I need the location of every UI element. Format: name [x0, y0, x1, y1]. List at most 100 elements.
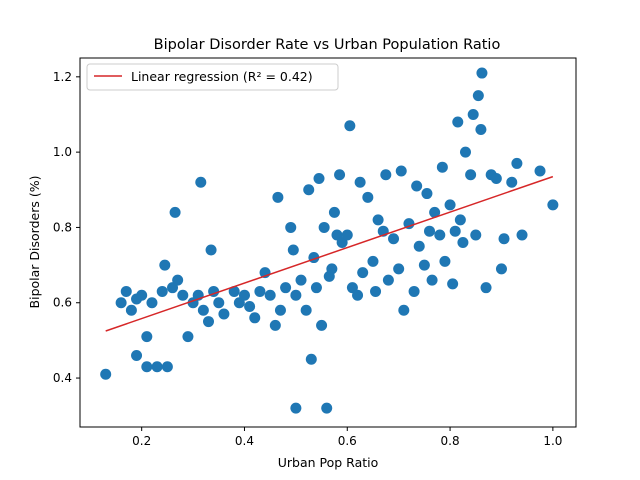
x-tick-label: 0.6 — [338, 434, 357, 448]
scatter-point — [172, 274, 184, 286]
scatter-point — [452, 116, 464, 128]
scatter-point — [310, 282, 322, 294]
regression-line — [105, 175, 554, 332]
scatter-point — [547, 199, 559, 211]
scatter-point — [290, 402, 302, 414]
scatter-point — [357, 267, 369, 279]
scatter-point — [470, 229, 482, 241]
scatter-point — [459, 146, 471, 158]
scatter-point — [120, 285, 132, 297]
scatter-point — [495, 263, 507, 275]
scatter-point — [218, 308, 230, 320]
scatter-point — [444, 199, 456, 211]
scatter-point — [447, 278, 459, 290]
scatter-point — [475, 124, 487, 136]
scatter-point — [334, 169, 346, 181]
scatter-point — [305, 353, 317, 365]
plot-frame — [79, 57, 577, 428]
scatter-point — [506, 176, 518, 188]
scatter-point — [100, 368, 112, 380]
scatter-point — [313, 172, 325, 184]
scatter-point — [177, 289, 189, 301]
scatter-point — [182, 331, 194, 343]
scatter-point — [269, 319, 281, 331]
scatter-point — [434, 229, 446, 241]
scatter-point — [156, 285, 168, 297]
scatter-point — [472, 90, 484, 102]
y-tick-label: 0.4 — [53, 371, 72, 385]
scatter-point — [454, 214, 466, 226]
scatter-point — [300, 304, 312, 316]
scatter-point — [274, 304, 286, 316]
scatter-point — [115, 297, 127, 309]
y-axis-label: Bipolar Disorders (%) — [27, 176, 42, 309]
scatter-point — [372, 214, 384, 226]
x-axis-label: Urban Pop Ratio — [278, 455, 379, 470]
scatter-point — [272, 191, 284, 203]
scatter-point — [316, 319, 328, 331]
scatter-points — [100, 67, 559, 414]
scatter-point — [254, 285, 266, 297]
scatter-point — [161, 361, 173, 373]
scatter-point — [141, 331, 153, 343]
scatter-point — [151, 361, 163, 373]
scatter-point — [228, 285, 240, 297]
scatter-point — [213, 297, 225, 309]
scatter-point — [490, 172, 502, 184]
scatter-point — [480, 282, 492, 294]
scatter-point — [411, 180, 423, 192]
scatter-point — [136, 289, 148, 301]
scatter-point — [467, 108, 479, 120]
scatter-point — [285, 221, 297, 233]
scatter-point — [203, 316, 214, 328]
y-axis-ticks: 0.4 0.6 0.8 1.0 1.2 — [53, 70, 80, 385]
legend: Linear regression (R² = 0.42) — [86, 63, 339, 91]
scatter-point — [287, 244, 299, 256]
scatter-point — [424, 225, 436, 237]
scatter-point — [393, 263, 405, 275]
scatter-point — [290, 289, 302, 301]
scatter-point — [141, 361, 153, 373]
y-tick-label: 1.2 — [53, 70, 72, 84]
scatter-point — [205, 244, 217, 256]
scatter-point — [426, 274, 438, 286]
scatter-point — [382, 274, 394, 286]
y-tick-label: 0.6 — [53, 296, 72, 310]
scatter-point — [395, 165, 407, 177]
regression-line-layer — [105, 175, 554, 332]
scatter-point — [318, 221, 330, 233]
scatter-point — [352, 289, 364, 301]
scatter-point — [354, 176, 366, 188]
scatter-point — [280, 282, 292, 294]
scatter-point — [125, 304, 137, 316]
chart-title: Bipolar Disorder Rate vs Urban Populatio… — [154, 37, 501, 53]
scatter-point — [370, 285, 382, 297]
legend-label: Linear regression (R² = 0.42) — [131, 69, 313, 84]
scatter-point — [436, 161, 448, 173]
scatter-point — [380, 169, 392, 181]
scatter-point — [534, 165, 546, 177]
x-tick-label: 0.8 — [441, 434, 460, 448]
scatter-point — [516, 229, 528, 241]
scatter-point — [439, 255, 451, 267]
scatter-point — [344, 120, 356, 132]
scatter-point — [169, 206, 181, 218]
scatter-point — [421, 188, 433, 200]
scatter-point — [457, 237, 469, 248]
scatter-point — [511, 157, 523, 169]
scatter-point — [295, 274, 307, 286]
scatter-point — [449, 225, 461, 237]
scatter-point — [238, 289, 250, 301]
scatter-point — [264, 289, 276, 301]
scatter-point — [131, 349, 143, 361]
x-tick-label: 1.0 — [543, 434, 562, 448]
scatter-point — [362, 191, 374, 203]
scatter-point — [398, 304, 410, 316]
x-tick-label: 0.2 — [132, 434, 151, 448]
scatter-point — [321, 402, 333, 414]
legend-box — [86, 63, 339, 91]
scatter-point — [465, 169, 477, 181]
scatter-point — [159, 259, 171, 271]
x-axis-ticks: 0.2 0.4 0.6 0.8 1.0 — [132, 427, 562, 448]
